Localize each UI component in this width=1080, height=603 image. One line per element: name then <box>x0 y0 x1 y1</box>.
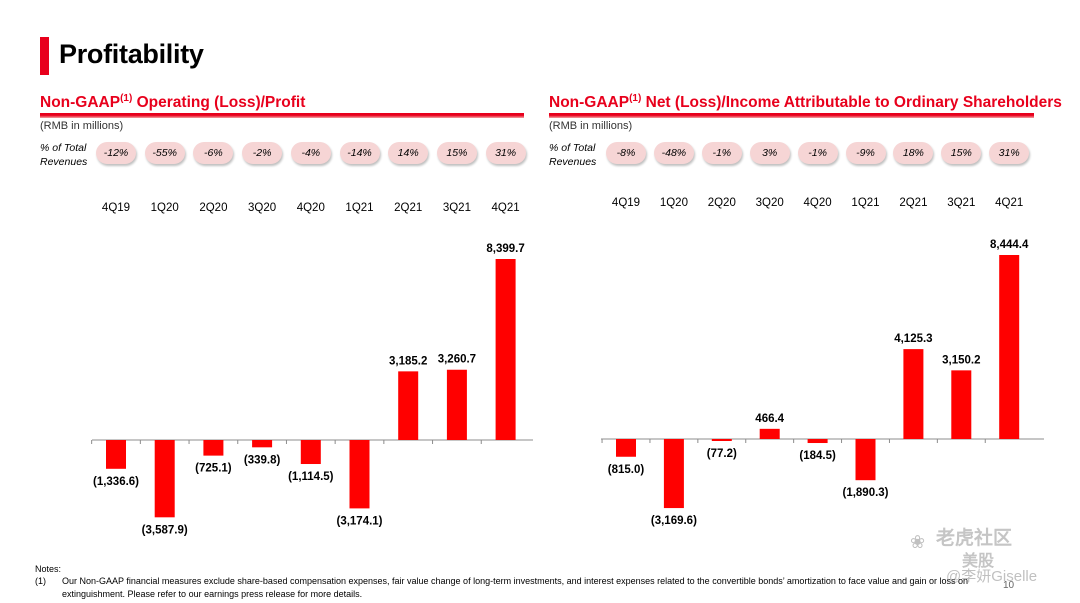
left-bar-1q21 <box>349 440 370 509</box>
left-unit-label: (RMB in millions) <box>40 120 124 132</box>
right-bar-2q20 <box>711 439 732 441</box>
right-value-label: (184.5) <box>799 450 836 462</box>
left-bar-2q20 <box>203 440 224 456</box>
right-pct-pill-4q20: -1% <box>797 142 838 164</box>
right-pct-pill-1q21: -9% <box>845 142 886 164</box>
right-value-label: (77.2) <box>707 448 737 460</box>
right-value-label: (815.0) <box>608 464 645 476</box>
right-pct-pill-1q20: -48% <box>653 142 694 164</box>
left-value-label: (1,114.5) <box>288 471 334 483</box>
left-chart-title: Non-GAAP(1) Operating (Loss)/Profit <box>40 93 305 112</box>
right-category-label: 3Q21 <box>947 197 975 209</box>
left-category-label: 3Q21 <box>443 202 471 214</box>
right-category-label: 4Q20 <box>804 197 832 209</box>
right-bar-1q21 <box>855 439 876 481</box>
right-pct-pill-3q21: 15% <box>941 142 982 164</box>
left-category-label: 4Q21 <box>492 202 520 214</box>
left-category-label: 4Q20 <box>297 202 325 214</box>
left-pct-pill-4q20: -4% <box>290 142 331 164</box>
watermark-handle: @李妍Giselle <box>946 568 1038 585</box>
left-pct-pill-1q20: -55% <box>144 142 185 164</box>
left-pct-pill-2q20: -6% <box>193 142 234 164</box>
right-bar-1q20 <box>663 439 684 509</box>
watermark-icon: ❀ <box>910 532 926 552</box>
left-pct-pill-2q21: 14% <box>388 142 429 164</box>
right-category-label: 2Q20 <box>708 197 736 209</box>
right-category-label: 1Q20 <box>660 197 688 209</box>
right-category-label: 1Q21 <box>851 197 879 209</box>
left-value-label: (339.8) <box>244 454 281 466</box>
left-bar-4q20 <box>300 440 321 465</box>
left-title-footnote: (1) <box>120 93 133 104</box>
right-pct-pill-3q20: 3% <box>749 142 790 164</box>
left-bar-4q21 <box>495 259 516 440</box>
right-category-label: 3Q20 <box>756 197 784 209</box>
right-value-label: (3,169.6) <box>651 515 697 527</box>
right-bar-3q20 <box>759 428 780 439</box>
right-value-label: 466.4 <box>755 413 784 425</box>
left-value-label: (1,336.6) <box>93 476 139 488</box>
right-bar-4q21 <box>999 255 1020 439</box>
right-value-label: (1,890.3) <box>842 487 888 499</box>
left-category-label: 2Q21 <box>394 202 422 214</box>
left-category-label: 3Q20 <box>248 202 276 214</box>
right-bar-2q21 <box>903 349 924 439</box>
watermark-text: 老虎社区 美股 <box>936 528 1013 570</box>
left-value-label: (725.1) <box>195 463 232 475</box>
left-bar-3q21 <box>446 369 467 440</box>
left-value-label: 3,185.2 <box>389 355 427 367</box>
right-unit-label: (RMB in millions) <box>549 120 633 132</box>
note-text: Our Non-GAAP financial measures exclude … <box>62 576 969 599</box>
right-value-label: 3,150.2 <box>942 354 980 366</box>
left-pct-pill-4q21: 31% <box>485 142 526 164</box>
left-pct-pill-4q19: -12% <box>96 142 136 164</box>
right-pct-pill-4q19: -8% <box>606 142 646 164</box>
left-pct-label: % of Total Revenues <box>40 142 88 168</box>
left-title-main: Non-GAAP <box>40 94 121 112</box>
right-category-label: 4Q19 <box>612 197 640 209</box>
right-title-footnote: (1) <box>629 93 642 104</box>
left-category-label: 2Q20 <box>199 202 227 214</box>
right-bar-4q19 <box>616 439 636 457</box>
left-value-label: (3,174.1) <box>336 515 382 527</box>
left-title-rest: Operating (Loss)/Profit <box>132 94 306 112</box>
left-value-label: (3,587.9) <box>142 524 188 536</box>
right-pct-label: % of Total Revenues <box>549 142 597 168</box>
right-title-main: Non-GAAP <box>549 94 630 112</box>
left-category-label: 1Q20 <box>151 202 179 214</box>
left-bar-2q21 <box>398 371 419 440</box>
left-category-label: 4Q19 <box>102 202 130 214</box>
left-category-label: 1Q21 <box>345 202 373 214</box>
left-value-label: 8,399.7 <box>486 243 524 255</box>
left-bar-4q19 <box>106 440 126 469</box>
right-pct-pill-4q21: 31% <box>989 142 1030 164</box>
page-title: Profitability <box>59 39 204 69</box>
notes-section: Notes: (1) Our Non-GAAP financial measur… <box>35 563 1035 599</box>
left-bar-3q20 <box>252 440 273 448</box>
right-category-label: 4Q21 <box>995 197 1023 209</box>
right-pct-pill-2q21: 18% <box>893 142 934 164</box>
right-bar-4q20 <box>807 439 828 444</box>
title-accent-bar <box>40 37 49 75</box>
right-category-label: 2Q21 <box>899 197 927 209</box>
notes-heading: Notes: <box>35 564 62 574</box>
right-bar-3q21 <box>951 370 972 439</box>
left-pct-pill-1q21: -14% <box>339 142 380 164</box>
page-number: 10 <box>1003 580 1015 591</box>
right-pct-pill-2q20: -1% <box>701 142 742 164</box>
right-value-label: 8,444.4 <box>990 239 1029 251</box>
left-value-label: 3,260.7 <box>438 354 476 366</box>
left-bar-1q20 <box>154 440 175 518</box>
note-number: (1) <box>35 576 46 586</box>
left-pct-pill-3q21: 15% <box>436 142 477 164</box>
right-chart-title: Non-GAAP(1) Net (Loss)/Income Attributab… <box>549 93 1062 112</box>
right-title-rest: Net (Loss)/Income Attributable to Ordina… <box>641 94 1062 112</box>
right-value-label: 4,125.3 <box>894 333 932 345</box>
right-title-underline <box>549 113 1034 118</box>
left-title-underline <box>40 113 524 118</box>
left-pct-pill-3q20: -2% <box>242 142 283 164</box>
